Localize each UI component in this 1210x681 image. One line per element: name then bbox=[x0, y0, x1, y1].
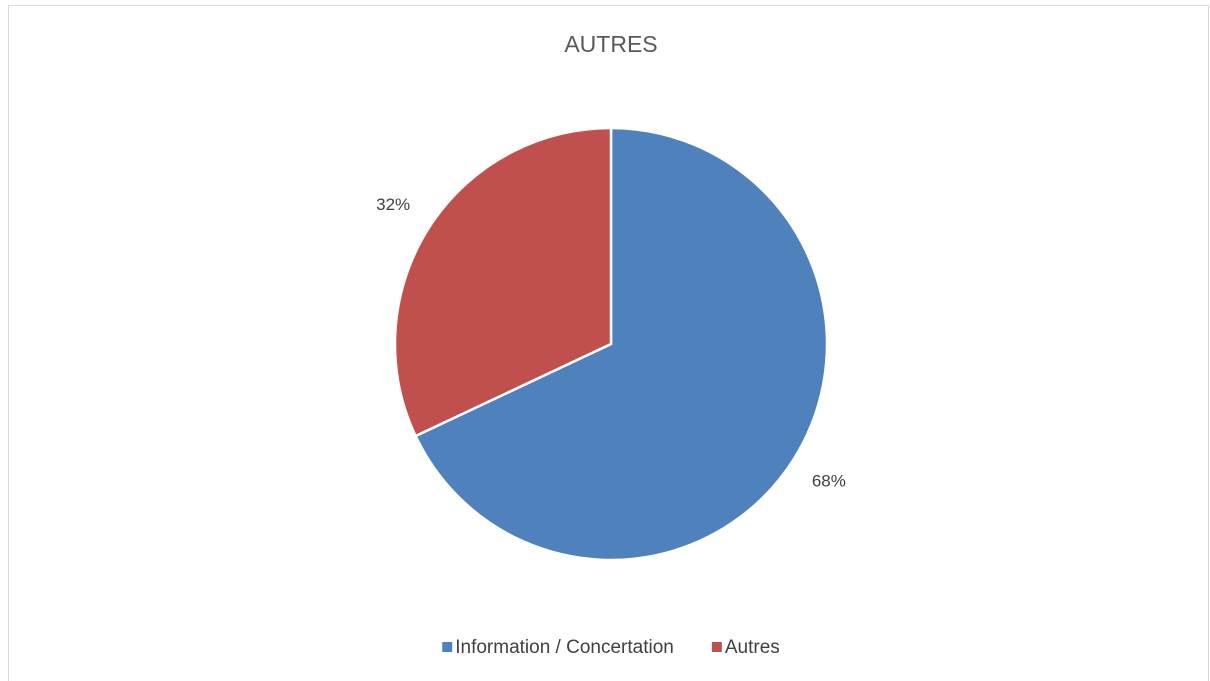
legend-label: Information / Concertation bbox=[455, 637, 674, 658]
legend-swatch bbox=[442, 642, 453, 652]
pie-slice bbox=[393, 126, 613, 438]
data-label: 68% bbox=[812, 472, 846, 491]
legend-swatch bbox=[711, 642, 722, 652]
legend-label: Autres bbox=[725, 637, 780, 658]
pie-slice bbox=[413, 126, 829, 562]
chart-title: AUTRES bbox=[564, 31, 657, 57]
data-label: 32% bbox=[376, 195, 410, 214]
